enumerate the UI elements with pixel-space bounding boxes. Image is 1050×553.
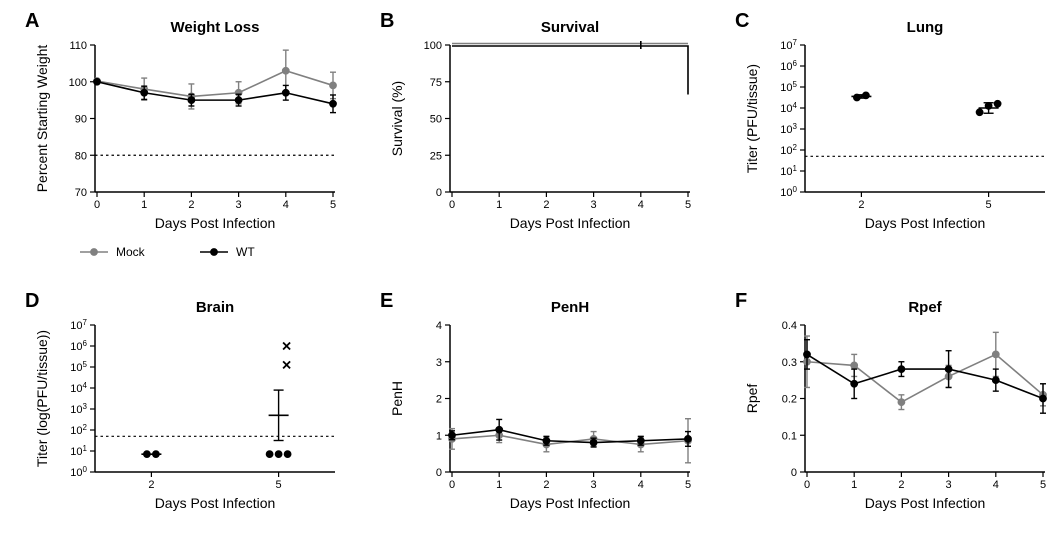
svg-text:1: 1	[436, 430, 442, 442]
panel-d: Brain 2 5 100 101 102 103 104 105 106 107 Days Post…	[25, 290, 345, 520]
svg-text:Days Post Infection: Days Post Infection	[865, 215, 986, 231]
svg-text:100: 100	[424, 40, 442, 52]
panel-e: PenH 0 1 2 3 4 5 0 1 2 3 4 Days Post Infection PenH	[380, 290, 700, 520]
legend: Mock WT	[80, 242, 340, 262]
panel-b: Survival0123450255075100Days Post Infect…	[380, 10, 700, 240]
svg-text:4: 4	[638, 479, 644, 491]
panel-a: Weight Loss 0 1 2 3 4 5 70 80 90 100 110 Days Post I…	[25, 10, 345, 240]
svg-text:WT: WT	[236, 245, 255, 259]
svg-text:5: 5	[685, 479, 691, 491]
svg-text:0: 0	[791, 467, 797, 479]
svg-text:3: 3	[436, 357, 442, 369]
svg-text:2: 2	[436, 394, 442, 406]
svg-text:2: 2	[898, 479, 904, 491]
svg-text:103: 103	[70, 402, 87, 417]
svg-text:PenH: PenH	[389, 381, 405, 416]
svg-text:3: 3	[946, 479, 952, 491]
svg-text:100: 100	[780, 185, 797, 200]
svg-text:0.3: 0.3	[782, 357, 797, 369]
svg-text:Titer (PFU/tissue): Titer (PFU/tissue)	[744, 64, 760, 173]
svg-text:Percent Starting Weight: Percent Starting Weight	[34, 45, 50, 193]
svg-text:90: 90	[75, 114, 87, 126]
svg-text:Survival (%): Survival (%)	[389, 81, 405, 156]
svg-text:80: 80	[75, 150, 87, 162]
svg-text:0: 0	[436, 187, 442, 199]
svg-text:Days Post Infection: Days Post Infection	[510, 215, 631, 231]
svg-text:105: 105	[780, 80, 797, 95]
svg-text:Mock: Mock	[116, 245, 146, 259]
svg-text:102: 102	[780, 143, 797, 158]
svg-text:25: 25	[430, 150, 442, 162]
svg-text:2: 2	[543, 199, 549, 211]
svg-text:Days Post Infection: Days Post Infection	[510, 495, 631, 511]
svg-text:107: 107	[70, 318, 87, 333]
svg-text:105: 105	[70, 360, 87, 375]
svg-text:100: 100	[69, 77, 87, 89]
svg-text:2: 2	[148, 479, 154, 491]
svg-text:101: 101	[70, 444, 87, 459]
svg-text:3: 3	[591, 199, 597, 211]
svg-text:2: 2	[543, 479, 549, 491]
svg-text:1: 1	[496, 199, 502, 211]
svg-text:107: 107	[780, 38, 797, 53]
svg-text:0: 0	[449, 479, 455, 491]
svg-text:0: 0	[436, 467, 442, 479]
panel-f: Rpef 0 1 2 3 4 5 0 0.1 0.2 0.3 0.4 Days Post Infecti…	[735, 290, 1050, 520]
svg-text:103: 103	[780, 122, 797, 137]
svg-text:1: 1	[496, 479, 502, 491]
svg-text:5: 5	[685, 199, 691, 211]
svg-text:104: 104	[780, 101, 797, 116]
svg-text:Brain: Brain	[196, 299, 234, 316]
svg-text:2: 2	[858, 199, 864, 211]
svg-text:Rpef: Rpef	[744, 384, 760, 414]
svg-text:0.2: 0.2	[782, 394, 797, 406]
svg-text:106: 106	[70, 339, 87, 354]
svg-text:1: 1	[141, 199, 147, 211]
svg-text:3: 3	[236, 199, 242, 211]
svg-text:Weight Loss: Weight Loss	[171, 19, 260, 36]
svg-text:Days Post Infection: Days Post Infection	[155, 495, 276, 511]
svg-text:106: 106	[780, 59, 797, 74]
svg-text:102: 102	[70, 423, 87, 438]
svg-text:4: 4	[638, 199, 644, 211]
svg-text:Days Post Infection: Days Post Infection	[865, 495, 986, 511]
svg-text:75: 75	[430, 77, 442, 89]
svg-text:2: 2	[188, 199, 194, 211]
svg-text:110: 110	[69, 40, 87, 52]
panel-c: Lung 2 5 100 101 102 103 104 105 106 107 Days Post …	[735, 10, 1050, 240]
svg-text:1: 1	[851, 479, 857, 491]
svg-text:0: 0	[804, 479, 810, 491]
svg-text:Lung: Lung	[907, 19, 944, 36]
svg-text:5: 5	[276, 479, 282, 491]
svg-text:Titer (log(PFU/tissue)): Titer (log(PFU/tissue))	[34, 330, 50, 467]
svg-text:50: 50	[430, 114, 442, 126]
svg-text:5: 5	[330, 199, 336, 211]
svg-text:5: 5	[1040, 479, 1046, 491]
svg-text:Survival: Survival	[541, 19, 599, 36]
svg-text:PenH: PenH	[551, 299, 589, 316]
svg-text:104: 104	[70, 381, 87, 396]
svg-text:100: 100	[70, 465, 87, 480]
svg-text:3: 3	[591, 479, 597, 491]
svg-text:70: 70	[75, 187, 87, 199]
svg-text:5: 5	[986, 199, 992, 211]
svg-text:0: 0	[449, 199, 455, 211]
figure-root: A B C D E F Weight Loss01234570809010011…	[0, 0, 1050, 553]
svg-text:0: 0	[94, 199, 100, 211]
svg-text:0.4: 0.4	[782, 320, 797, 332]
svg-text:4: 4	[436, 320, 442, 332]
svg-text:101: 101	[780, 164, 797, 179]
svg-text:Rpef: Rpef	[908, 299, 942, 316]
svg-text:Days Post Infection: Days Post Infection	[155, 215, 276, 231]
svg-text:4: 4	[283, 199, 289, 211]
svg-text:4: 4	[993, 479, 999, 491]
svg-text:0.1: 0.1	[782, 430, 797, 442]
